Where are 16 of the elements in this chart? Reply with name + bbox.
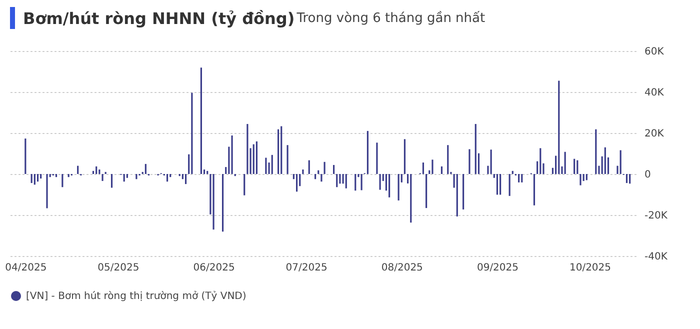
chart-title: Bơm/hút ròng NHNN (tỷ đồng) <box>23 8 295 28</box>
x-tick-label: 07/2025 <box>286 262 328 274</box>
x-tick-label: 04/2025 <box>5 262 47 274</box>
x-tick-label: 08/2025 <box>381 262 423 274</box>
y-tick-label: -20K <box>644 210 668 222</box>
x-tick-label: 10/2025 <box>569 262 612 274</box>
x-tick-label: 06/2025 <box>193 262 235 274</box>
y-tick-label: -40K <box>644 252 668 262</box>
chart-subtitle: Trong vòng 6 tháng gần nhất <box>296 10 486 26</box>
y-tick-label: 0 <box>644 170 651 180</box>
x-tick-label: 09/2025 <box>476 262 519 274</box>
y-tick-label: 60K <box>644 46 664 58</box>
y-tick-label: 40K <box>644 88 664 98</box>
y-tick-label: 20K <box>644 128 664 140</box>
x-tick-label: 05/2025 <box>98 262 140 274</box>
legend-label: [VN] - Bơm hút ròng thị trường mở (Tỷ VND) <box>26 290 246 302</box>
